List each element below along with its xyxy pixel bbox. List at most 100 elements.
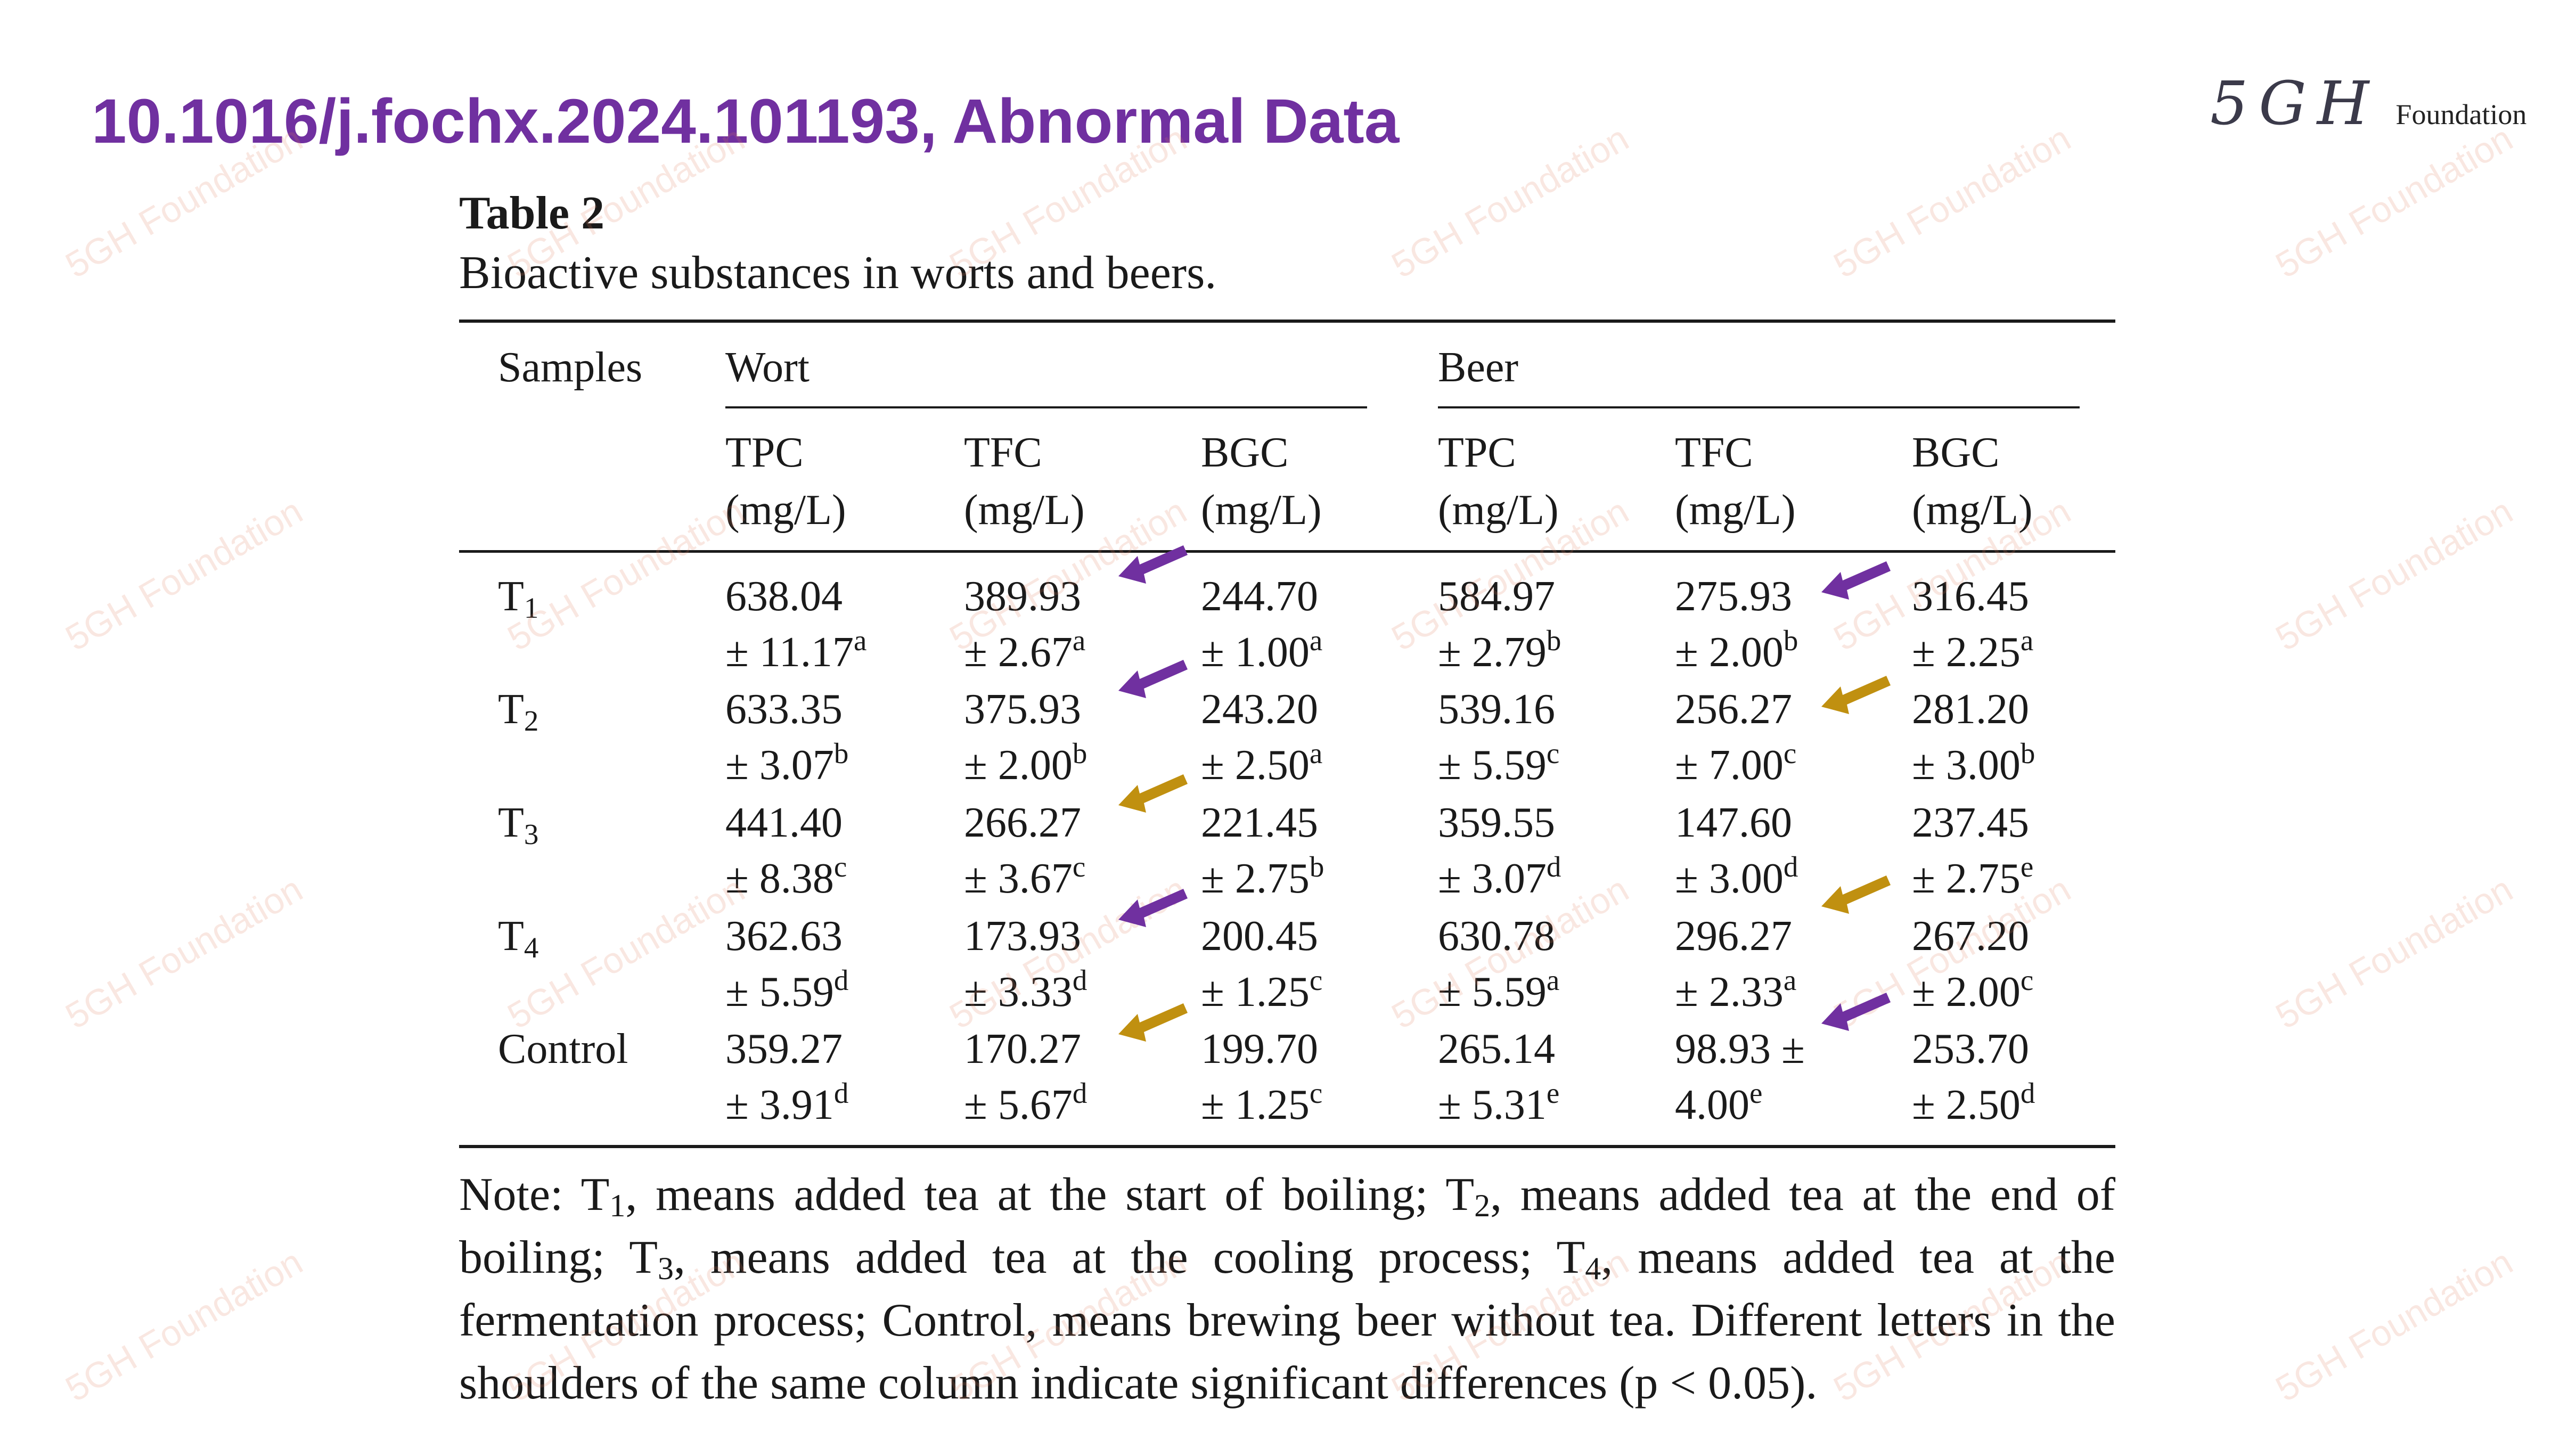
header-wort-bgc-unit: (mg/L) (1201, 487, 1322, 534)
watermark-text: 5GH Foundation (59, 869, 309, 1037)
watermark-text: 5GH Foundation (2269, 869, 2520, 1037)
beer-group-rule (1438, 406, 2080, 408)
header-beer-tfc-unit: (mg/L) (1675, 487, 1796, 534)
cell-mean: 281.20 (1912, 686, 2029, 733)
table-subtitle: Bioactive substances in worts and beers. (459, 247, 1217, 299)
cell-sd: ± 3.00d (1675, 850, 1798, 902)
cell-mean: 267.20 (1912, 913, 2029, 960)
cell-sd: ± 3.91d (725, 1076, 849, 1128)
cell-mean: 147.60 (1675, 799, 1792, 846)
watermark-text: 5GH Foundation (2269, 490, 2520, 659)
header-group-wort: Wort (725, 344, 809, 391)
table-top-rule (459, 320, 2115, 323)
header-wort-tfc: TFC (964, 429, 1042, 476)
cell-sd: ± 7.00c (1675, 736, 1797, 789)
cell-sd: ± 5.31e (1438, 1076, 1560, 1128)
cell-sd: 4.00e (1675, 1076, 1763, 1128)
foundation-logo: 5GH Foundation (2210, 69, 2526, 138)
header-beer-tfc: TFC (1675, 429, 1753, 476)
cell-mean: 539.16 (1438, 686, 1555, 733)
table-bottom-rule (459, 1145, 2115, 1148)
arrow-t1-wort-tfc-icon (1118, 545, 1188, 584)
cell-sd: ± 1.25c (1201, 1076, 1323, 1128)
cell-sd: ± 2.50a (1201, 736, 1323, 789)
cell-sd: ± 8.38c (725, 850, 847, 902)
cell-sd: ± 3.07d (1438, 850, 1561, 902)
cell-mean: 389.93 (964, 573, 1081, 620)
watermark-text: 5GH Foundation (2269, 118, 2520, 286)
watermark-text: 5GH Foundation (59, 490, 309, 659)
cell-mean: 362.63 (725, 913, 843, 960)
header-wort-bgc: BGC (1201, 429, 1289, 476)
arrow-t1-beer-tfc-icon (1821, 561, 1891, 600)
cell-mean: 243.20 (1201, 686, 1318, 733)
arrow-t2-wort-tfc-icon (1118, 660, 1188, 698)
watermark-text: 5GH Foundation (2269, 1241, 2520, 1410)
cell-sd: ± 5.59d (725, 963, 849, 1016)
header-beer-tpc-unit: (mg/L) (1438, 487, 1559, 534)
cell-mean: 359.27 (725, 1026, 843, 1073)
cell-sd: ± 1.00a (1201, 624, 1323, 676)
cell-sd: ± 11.17a (725, 624, 867, 676)
cell-mean: 296.27 (1675, 913, 1792, 960)
cell-sd: ± 1.25c (1201, 963, 1323, 1016)
cell-mean: 199.70 (1201, 1026, 1318, 1073)
cell-sd: ± 5.59a (1438, 963, 1560, 1016)
cell-sd: ± 2.33a (1675, 963, 1797, 1016)
cell-mean: 584.97 (1438, 573, 1555, 620)
table-caption: Table 2 (459, 187, 605, 239)
cell-sd: ± 2.67a (964, 624, 1086, 676)
cell-mean: 630.78 (1438, 913, 1555, 960)
cell-mean: 265.14 (1438, 1026, 1555, 1073)
row-label: T3 (498, 799, 539, 850)
row-label: T2 (498, 686, 539, 737)
cell-sd: ± 2.00b (1675, 624, 1798, 676)
cell-sd: ± 2.75b (1201, 850, 1324, 902)
logo-mark: 5GH (2210, 69, 2380, 138)
watermark-text: 5GH Foundation (59, 1241, 309, 1410)
cell-sd: ± 2.00c (1912, 963, 2034, 1016)
header-wort-tfc-unit: (mg/L) (964, 487, 1085, 534)
logo-word: Foundation (2395, 99, 2527, 130)
cell-mean: 173.93 (964, 913, 1081, 960)
header-wort-tpc-unit: (mg/L) (725, 487, 846, 534)
cell-mean: 359.55 (1438, 799, 1555, 846)
cell-mean: 98.93 ± (1675, 1026, 1805, 1073)
cell-sd: ± 3.07b (725, 736, 849, 789)
row-label: Control (498, 1026, 628, 1073)
cell-sd: ± 3.67c (964, 850, 1086, 902)
wort-group-rule (725, 406, 1367, 408)
watermark-text: 5GH Foundation (1827, 118, 2078, 286)
watermark-text: 5GH Foundation (1385, 118, 1635, 286)
cell-sd: ± 2.75e (1912, 850, 2034, 902)
cell-sd: ± 2.79b (1438, 624, 1561, 676)
header-beer-tpc: TPC (1438, 429, 1516, 476)
cell-sd: ± 2.25a (1912, 624, 2034, 676)
cell-sd: ± 5.59c (1438, 736, 1560, 789)
header-beer-bgc-unit: (mg/L) (1912, 487, 2033, 534)
arrow-control-wort-tfc-icon (1118, 1003, 1188, 1042)
table-note: Note: T1, means added tea at the start o… (459, 1169, 2116, 1409)
cell-sd: ± 2.50d (1912, 1076, 2035, 1128)
cell-mean: 244.70 (1201, 573, 1318, 620)
arrow-t3-wort-tfc-icon (1118, 774, 1188, 813)
header-bottom-rule (459, 550, 2115, 553)
arrow-t4-wort-tfc-icon (1118, 889, 1188, 927)
cell-mean: 275.93 (1675, 573, 1792, 620)
arrow-t2-beer-tfc-icon (1821, 676, 1891, 714)
arrow-t4-beer-tfc-icon (1821, 993, 1891, 1031)
cell-mean: 256.27 (1675, 686, 1792, 733)
cell-mean: 316.45 (1912, 573, 2029, 620)
header-samples: Samples (498, 344, 643, 391)
header-beer-bgc: BGC (1912, 429, 2000, 476)
cell-sd: ± 3.00b (1912, 736, 2035, 789)
cell-mean: 266.27 (964, 799, 1081, 846)
cell-sd: ± 3.33d (964, 963, 1087, 1016)
row-label: T4 (498, 913, 539, 964)
cell-mean: 638.04 (725, 573, 843, 620)
slide-title: 10.1016/j.fochx.2024.101193, Abnormal Da… (92, 86, 1400, 157)
cell-sd: ± 2.00b (964, 736, 1087, 789)
row-label: T1 (498, 573, 539, 624)
cell-mean: 221.45 (1201, 799, 1318, 846)
header-wort-tpc: TPC (725, 429, 804, 476)
